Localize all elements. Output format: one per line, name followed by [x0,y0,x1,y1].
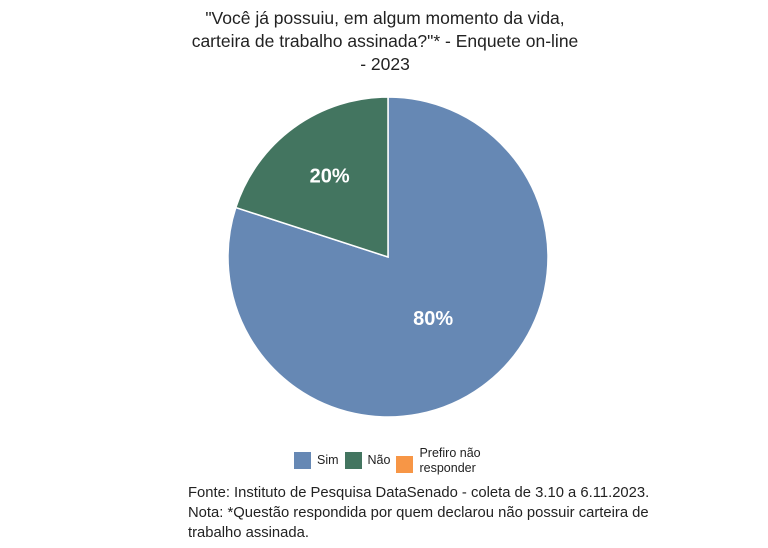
legend-label-prefiro-nao-responder: Prefiro não responder [419,446,481,475]
data-label-sim: 80% [413,308,453,330]
source-note: Fonte: Instituto de Pesquisa DataSenado … [188,485,650,501]
legend-item-nao: Não [344,446,391,469]
legend-label-nao: Não [367,453,391,467]
pie-slice-nao [234,96,389,259]
legend-swatch-prefiro-nao-responder [396,455,414,473]
question-note-line-1: Nota: *Questão respondida por quem decla… [188,505,649,521]
data-label-nao: 20% [310,166,350,188]
legend-item-sim: Sim [294,446,339,469]
chart-title-line-3: - 2023 [360,54,410,74]
legend-swatch-nao [344,452,362,469]
legend-swatch-sim [294,452,311,469]
legend-item-prefiro-nao-responder: Prefiro não responder [396,446,499,476]
chart-title-line-2: carteira de trabalho assinada?"* - Enque… [191,31,579,51]
legend: Sim Não Prefiro não responder [294,446,505,482]
chart-title-line-1: "Você já possuiu, em algum momento da vi… [205,8,565,28]
legend-label-sim: Sim [317,453,339,467]
chart-title: "Você já possuiu, em algum momento da vi… [120,7,650,76]
footnotes: Fonte: Instituto de Pesquisa DataSenado … [188,483,728,543]
question-note-line-2: trabalho assinada. [188,525,309,541]
